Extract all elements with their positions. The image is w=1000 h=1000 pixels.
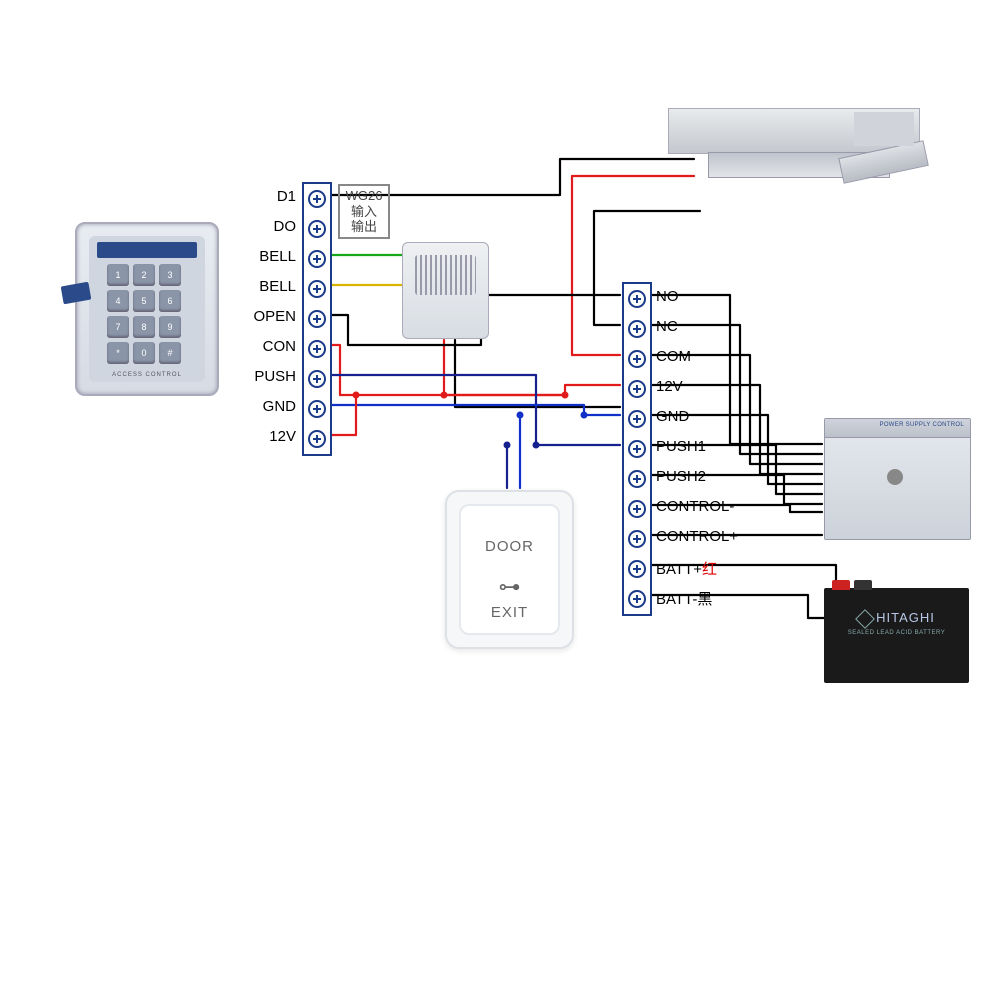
battery-unit: HITAGHI SEALED LEAD ACID BATTERY [824,588,969,683]
wg26-io-box: WG26输入输出 [338,184,390,239]
keypad-key-4: 4 [107,290,129,312]
keypad-key-5: 5 [133,290,155,312]
left-terminal-node-12v [308,430,326,448]
rfid-card-icon [61,282,92,305]
right-terminal-label-com: COM [656,348,691,365]
battery-terminal-negative [854,580,872,590]
right-terminal-label-push1: PUSH1 [656,438,706,455]
left-terminal-node-bell [308,280,326,298]
doorbell-device [402,242,489,339]
keypad-key-3: 3 [159,264,181,286]
right-terminal-node-gnd [628,410,646,428]
door-exit-button: DOOR ⊶ EXIT [445,490,574,649]
access-control-keypad: 123 456 789 *0# ACCESS CONTROL [75,222,219,396]
left-terminal-label-do: DO [216,218,296,235]
key-icon: ⊶ [461,574,558,600]
left-terminal-label-gnd: GND [216,398,296,415]
keypad-key-8: 8 [133,316,155,338]
psu-label: POWER SUPPLY CONTROL [880,422,964,428]
right-terminal-node-control+ [628,530,646,548]
right-terminal-node-no [628,290,646,308]
junction-dot [533,442,540,449]
left-terminal-node-con [308,340,326,358]
keypad-key-2: 2 [133,264,155,286]
right-terminal-label-batt-黑: BATT-黑 [656,588,712,609]
right-terminal-label-no: NO [656,288,679,305]
left-terminal-node-do [308,220,326,238]
left-terminal-node-open [308,310,326,328]
right-terminal-label-nc: NC [656,318,678,335]
keypad-key-7: 7 [107,316,129,338]
magnetic-lock [668,108,918,208]
right-terminal-node-12v [628,380,646,398]
keypad-key-#: # [159,342,181,364]
battery-brand: HITAGHI [824,610,969,626]
keypad-key-9: 9 [159,316,181,338]
speaker-grille-icon [415,255,476,295]
left-terminal-label-12v: 12V [216,428,296,445]
right-terminal-label-gnd: GND [656,408,689,425]
wire-red [444,340,565,395]
keypad-key-*: * [107,342,129,364]
door-exit-line2: EXIT [461,604,558,621]
right-terminal-node-nc [628,320,646,338]
wire-red [330,345,620,395]
junction-dot [441,392,448,399]
left-terminal-strip [302,182,332,456]
left-terminal-label-d1: D1 [216,188,296,205]
junction-dot [504,442,511,449]
keypad-footer: ACCESS CONTROL [89,372,205,378]
left-terminal-node-gnd [308,400,326,418]
left-terminal-label-open: OPEN [216,308,296,325]
junction-dot [517,412,524,419]
right-terminal-label-12v: 12V [656,378,683,395]
left-terminal-label-con: CON [216,338,296,355]
right-terminal-strip [622,282,652,616]
right-terminal-label-control+: CONTROL+ [656,528,738,545]
left-terminal-label-bell: BELL [216,278,296,295]
left-terminal-node-push [308,370,326,388]
battery-subtitle: SEALED LEAD ACID BATTERY [824,630,969,636]
left-terminal-node-d1 [308,190,326,208]
keypad-key-6: 6 [159,290,181,312]
junction-dot [562,392,569,399]
right-terminal-label-control-: CONTROL- [656,498,734,515]
junction-dot [353,392,360,399]
right-terminal-node-batt+红 [628,560,646,578]
lock-icon [887,469,903,485]
right-terminal-node-com [628,350,646,368]
left-terminal-node-bell [308,250,326,268]
keypad-screen [97,242,197,258]
keypad-key-1: 1 [107,264,129,286]
wire-black [650,385,822,474]
battery-terminal-positive [832,580,850,590]
junction-dot [581,412,588,419]
right-terminal-label-push2: PUSH2 [656,468,706,485]
right-terminal-node-control- [628,500,646,518]
right-terminal-node-push1 [628,440,646,458]
left-terminal-label-push: PUSH [216,368,296,385]
door-exit-line1: DOOR [461,538,558,555]
maglock-label [854,112,914,146]
wire-black [455,340,620,407]
wire-red [330,394,356,435]
keypad-key-0: 0 [133,342,155,364]
right-terminal-node-batt-黑 [628,590,646,608]
left-terminal-label-bell: BELL [216,248,296,265]
power-supply-unit: POWER SUPPLY CONTROL [824,418,971,540]
right-terminal-label-batt+红: BATT+红 [656,558,717,579]
right-terminal-node-push2 [628,470,646,488]
